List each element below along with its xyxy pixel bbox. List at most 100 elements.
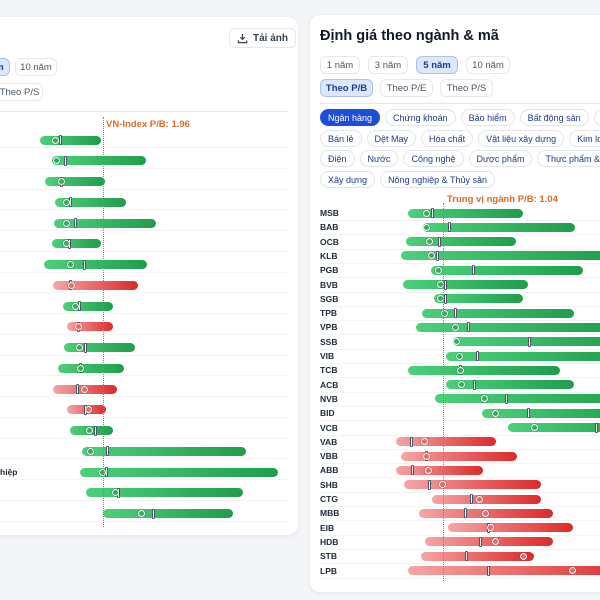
range-bar[interactable] [408,365,560,375]
sector-chip[interactable]: Dược phẩm [468,150,533,167]
range-bar[interactable] [435,394,600,404]
sector-chip[interactable]: Bất đ [593,109,600,126]
range-bar[interactable] [404,480,541,490]
range-bar[interactable] [86,488,243,498]
range-bar[interactable] [425,537,553,547]
period-tab-10y[interactable]: 10 năm [15,58,57,76]
current-value-dot [422,209,430,217]
range-bar[interactable] [80,467,279,477]
range-bar[interactable] [431,265,583,275]
range-bar[interactable] [53,280,139,290]
range-bar[interactable] [482,408,600,418]
median-marker [105,446,109,457]
range-bar[interactable] [446,380,574,390]
row-gridline [320,563,600,565]
row-label: NVB [320,393,338,404]
range-bar[interactable] [396,437,496,447]
metric-tab[interactable]: Theo P/E [380,79,433,97]
sector-chip[interactable]: Dệt May [366,130,417,147]
reference-line [443,203,444,581]
row-gridline [0,209,290,211]
range-bar[interactable] [40,135,101,145]
range-bar[interactable] [448,523,573,533]
range-bar[interactable] [446,351,600,361]
range-bar[interactable] [403,280,528,289]
sector-chip[interactable]: Nước [359,150,399,167]
sector-chip[interactable]: Xây dựng [320,171,376,188]
range-bar[interactable] [432,494,541,504]
range-bar[interactable] [401,251,600,261]
median-marker [594,422,598,433]
current-value-dot [434,266,442,274]
sector-chip[interactable]: Thực phẩm & Đồ uố [537,150,600,167]
median-marker [93,425,97,436]
range-bar[interactable] [82,446,247,456]
range-bar[interactable] [396,465,483,475]
range-bar[interactable] [453,337,600,347]
row-gridline [320,420,600,422]
range-bar[interactable] [401,451,517,461]
median-marker [83,342,87,353]
sector-chip[interactable]: Điện [320,150,355,167]
metric-tab[interactable]: Theo P/S [440,79,493,97]
sector-chip-row: Xây dựng Nông nghiệp & Thủy sản [320,171,495,188]
range-bar[interactable] [508,423,600,432]
current-value-dot [422,452,430,460]
row-gridline [320,405,600,407]
sector-chip[interactable]: Kim loại và [569,130,600,147]
row-label: MBB [320,508,340,519]
range-bar[interactable] [422,308,574,318]
range-bar[interactable] [45,177,105,186]
row-gridline [320,477,600,479]
median-marker [504,393,508,404]
range-bar[interactable] [52,156,147,166]
sector-valuation-panel: Tải ảnh 5 năm 10 năm Theo P/S VN-Index P… [0,17,298,535]
range-bar[interactable] [44,260,147,269]
range-bar[interactable] [434,294,523,304]
range-bar[interactable] [63,301,113,311]
range-bar[interactable] [55,197,127,207]
row-label: BVB [320,279,338,290]
sector-chip[interactable]: Hóa chất [421,130,474,147]
metric-tab[interactable]: Theo P/B [320,79,373,97]
row-label: SHB [320,479,338,490]
row-gridline [320,277,600,279]
range-bar[interactable] [67,322,113,332]
row-label: BID [320,408,335,419]
sector-chip[interactable]: Bán lẻ [320,130,362,147]
sector-chip[interactable]: Bảo hiểm [460,109,515,126]
download-image-button[interactable]: Tải ảnh [229,28,297,48]
range-bar[interactable] [58,363,125,373]
row-label: VBB [320,451,338,462]
sector-chip-row: Ngân hàng Chứng khoán Bảo hiểm Bất động sản… [320,109,600,126]
range-bar[interactable] [416,322,600,332]
row-label: VIB [320,351,335,361]
range-bar[interactable] [406,237,516,247]
period-tab[interactable]: 1 năm [320,56,360,74]
period-tab[interactable]: 10 năm [466,56,510,74]
range-bar[interactable] [423,222,575,232]
range-bar[interactable] [64,343,135,352]
period-tab-5y[interactable]: 5 năm [0,58,10,76]
range-bar[interactable] [408,208,523,218]
sector-chip[interactable]: Bất động sản [519,109,589,126]
range-bar[interactable] [54,218,157,228]
row-gridline [0,313,290,314]
row-label: LPB [320,565,337,576]
sector-chip[interactable]: Chứng khoán [385,109,456,126]
sector-chip[interactable]: Nông nghiệp & Thủy sản [380,171,495,188]
row-gridline [320,548,600,550]
sector-chip[interactable]: Công nghệ [403,150,464,167]
current-value-dot [440,309,448,317]
range-bar[interactable] [421,551,534,561]
range-bar[interactable] [408,566,600,575]
row-label: OCB [320,236,339,247]
range-bar[interactable] [103,509,233,518]
current-value-dot [62,219,70,227]
range-bar[interactable] [52,239,101,249]
sector-chip[interactable]: Ngân hàng [320,109,381,126]
metric-tab-ps[interactable]: Theo P/S [0,83,43,101]
period-tab[interactable]: 3 năm [368,56,408,74]
period-tab[interactable]: 5 năm [416,56,458,74]
sector-chip[interactable]: Vật liệu xây dựng [478,130,565,147]
